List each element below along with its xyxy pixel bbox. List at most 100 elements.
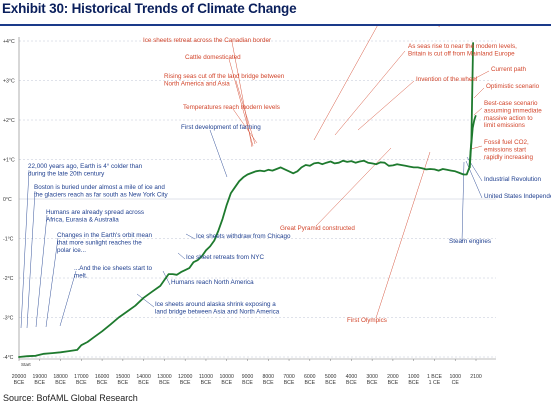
annotation-label: First Olympics [347, 317, 387, 324]
x-tick-label-era: BCE [180, 380, 191, 386]
annotation-label: Ice sheets around alaska shrink exposing… [155, 301, 280, 315]
annotation-label: Cattle domesticated [185, 54, 241, 61]
x-tick-label-era: BCE [408, 380, 419, 386]
leader-line [357, 80, 415, 131]
leader-line [209, 129, 228, 178]
x-tick-label: 8000 [262, 374, 274, 380]
leader-line [35, 214, 48, 328]
leader-line [313, 26, 378, 141]
title-rule [0, 24, 551, 26]
start-label: Start [21, 362, 31, 367]
x-tick-label-era: BCE [138, 380, 149, 386]
x-tick-label: 3000 [366, 374, 378, 380]
x-tick-label-era: BCE [367, 380, 378, 386]
x-tick-label: 5000 [325, 374, 337, 380]
x-tick-label: 19000 [33, 374, 48, 380]
x-tick-label-era: 1 CE [429, 380, 441, 386]
leader-line [20, 169, 30, 329]
y-tick-label: -1°C [3, 237, 14, 243]
annotation-label: As seas rise to near the modern levels, B… [408, 43, 517, 57]
annotation-label: Best-case scenario assuming immediate mass… [484, 100, 542, 129]
x-tick-label: 16000 [95, 374, 110, 380]
leader-line [465, 160, 483, 199]
x-tick-label: 20000 [12, 374, 27, 380]
y-tick-label: +4°C [3, 39, 15, 45]
x-tick-label-era: BCE [159, 380, 170, 386]
scenario-line [468, 115, 477, 169]
annotation-label: Current path [491, 66, 526, 73]
temperature-line [18, 42, 474, 358]
chart-grid [18, 37, 496, 360]
x-axis-ticks: 20000BCE19000BCE18000BCE17000BCE16000BCE… [12, 359, 482, 386]
leader-line [235, 80, 256, 145]
annotation-label: Humans are already spread across Africa, … [46, 209, 144, 223]
y-tick-label: +3°C [3, 79, 15, 85]
y-axis-ticks: -4°C -3°C -2°C -1°C 0°C +1°C +2°C +3°C +4°C [3, 39, 15, 361]
x-tick-label: 7000 [283, 374, 295, 380]
x-tick-label-era: BCE [284, 380, 295, 386]
leader-line [470, 145, 483, 150]
x-tick-label: 1000 [449, 374, 461, 380]
annotation-label: Changes in the Earth's orbit mean that mo… [57, 232, 153, 254]
annotation-label: Invention of the wheel [416, 76, 477, 83]
series-lines [18, 42, 477, 358]
x-tick-label-era: BCE [242, 380, 253, 386]
x-tick-label: 17000 [74, 374, 89, 380]
annotation-label: Ice sheets retreat across the Canadian b… [143, 37, 271, 44]
x-tick-label: 12000 [178, 374, 193, 380]
x-tick-label: 15000 [116, 374, 131, 380]
annotation-label: Steam engines [449, 238, 491, 245]
annotation-label: Ice sheet retreats from NYC [186, 254, 264, 261]
annotation-label: Rising seas cut off the land bridge betw… [164, 73, 285, 87]
annotation-label: Humans reach North America [171, 279, 254, 286]
x-tick-label: 14000 [136, 374, 151, 380]
x-tick-label: 9000 [242, 374, 254, 380]
x-tick-label: 2000 [387, 374, 399, 380]
y-tick-label: -2°C [3, 276, 14, 282]
annotation-label: ...And the ice sheets start to melt. [74, 265, 153, 279]
chart-title: Exhibit 30: Historical Trends of Climate… [2, 1, 297, 16]
x-tick-label: 1000 [408, 374, 420, 380]
y-tick-label: -4°C [3, 355, 14, 361]
y-tick-label: +2°C [3, 118, 15, 124]
x-tick-label: 4000 [346, 374, 358, 380]
leader-line [473, 87, 485, 99]
x-tick-label-era: BCE [388, 380, 399, 386]
annotations: Ice sheets retreat across the Canadian b… [28, 26, 551, 324]
leader-line [375, 151, 431, 319]
leader-line [232, 108, 258, 144]
x-tick-label: 10000 [220, 374, 235, 380]
y-tick-label: 0°C [3, 197, 12, 203]
annotation-label: Great Pyramid constructed [280, 225, 355, 232]
leader-line [473, 107, 483, 116]
leader-line [177, 252, 186, 260]
y-tick-label: +1°C [3, 158, 15, 164]
annotation-label: First development of farming [181, 124, 261, 131]
x-tick-label: 6000 [304, 374, 316, 380]
x-tick-label-era: BCE [221, 380, 232, 386]
x-tick-label-era: BCE [304, 380, 315, 386]
x-tick-label: 1 BCE [427, 374, 443, 380]
annotation-label: Boston is buried under almost a mile of … [34, 184, 169, 198]
leader-line [26, 190, 36, 329]
leader-line [136, 293, 155, 308]
x-tick-label: 11000 [199, 374, 213, 380]
x-tick-label-era: BCE [118, 380, 129, 386]
x-tick-label-era: BCE [97, 380, 108, 386]
x-tick-label-era: BCE [325, 380, 336, 386]
source-note: Source: BofAML Global Research [3, 393, 138, 403]
x-tick-label-era: BCE [263, 380, 274, 386]
annotation-label: United States Independence [484, 193, 551, 200]
leader-line [45, 237, 59, 328]
climate-chart: -4°C -3°C -2°C -1°C 0°C +1°C +2°C +3°C +4°C 2000… [3, 26, 551, 386]
annotation-label: Optimistic scenario [486, 83, 540, 90]
x-tick-label-era: BCE [201, 380, 212, 386]
leader-line [315, 147, 392, 227]
annotation-label: Temperatures reach modern levels [183, 104, 280, 111]
annotation-leaders [20, 26, 490, 329]
x-tick-label: 18000 [53, 374, 68, 380]
x-tick-label-era: BCE [14, 380, 25, 386]
leader-line [59, 270, 77, 327]
annotation-label: Ice sheets withdraw from Chicago [196, 233, 291, 240]
leader-line [334, 50, 406, 136]
